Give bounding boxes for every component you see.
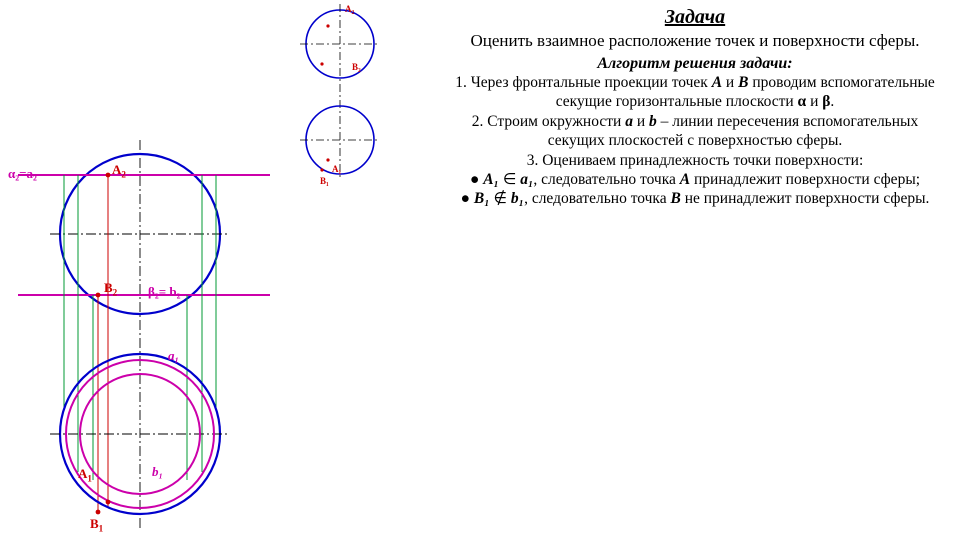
conclusion-B: ● B₁ ∉ b₁, следовательно точка B не прин… <box>448 189 942 208</box>
tiny-A2: A₂ <box>345 4 354 14</box>
step2: 2. Строим окружности a и b – линии перес… <box>448 112 942 151</box>
tiny-B2: B₂ <box>352 62 361 72</box>
label-b1: b₁ <box>152 464 163 480</box>
label-A2: A2 <box>112 162 126 180</box>
text-area: Задача Оценить взаимное расположение точ… <box>440 0 960 209</box>
subtitle: Оценить взаимное расположение точек и по… <box>440 31 950 51</box>
label-beta2: β₂= b₂ <box>148 284 181 300</box>
title: Задача <box>440 6 950 29</box>
step3: 3. Оцениваем принадлежность точки поверх… <box>448 151 942 170</box>
main-diagram-svg <box>0 0 420 540</box>
conclusion-A: ● A₁ ∈ a₁, следовательно точка A принадл… <box>448 170 942 189</box>
algorithm-title: Алгоритм решения задачи: <box>440 55 950 73</box>
label-alpha2: α₂=a₂ <box>8 166 37 182</box>
point-B1 <box>96 510 101 515</box>
label-B1: B1 <box>90 516 103 534</box>
label-A1: A1 <box>78 466 92 484</box>
label-B2: B2 <box>104 280 117 298</box>
label-a1: a₁ <box>168 348 179 364</box>
point-A1 <box>106 500 111 505</box>
step1: 1. Через фронтальные проекции точек A и … <box>448 73 942 112</box>
tiny-B1: B₁ <box>320 176 329 186</box>
diagram-area: α₂=a₂ A2 B2 β₂= b₂ a₁ b₁ A1 B1 A₂ B₂ A₁ … <box>0 0 420 540</box>
thumbnail <box>300 4 380 180</box>
tiny-A1: A₁ <box>332 164 341 174</box>
